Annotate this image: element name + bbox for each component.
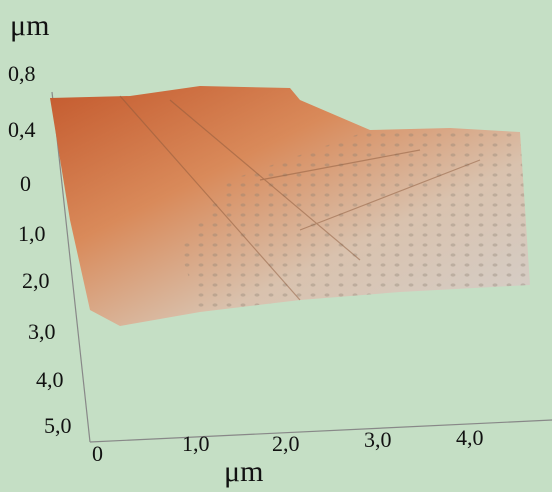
z-tick-label: 0,8 (8, 61, 36, 86)
surface-texture (180, 130, 530, 312)
y-tick-label: 0 (20, 171, 31, 196)
y-tick-label: 3,0 (28, 319, 56, 344)
axis-unit: μm (224, 455, 263, 488)
y-tick-label: 2,0 (22, 268, 50, 293)
y-tick-label: 5,0 (44, 413, 72, 438)
x-tick-label: 1,0 (182, 431, 210, 456)
x-tick-label: 0 (92, 441, 103, 466)
y-tick-label: 1,0 (18, 221, 46, 246)
z-tick-label: 0,4 (8, 117, 36, 142)
axis-unit: μm (10, 9, 49, 42)
y-tick-label: 4,0 (36, 367, 64, 392)
x-tick-label: 3,0 (364, 427, 392, 452)
surface (50, 86, 530, 326)
surface-ridge (119, 95, 481, 301)
x-tick-label: 4,0 (456, 425, 484, 450)
axis-line (89, 419, 552, 443)
x-tick-label: 2,0 (272, 431, 300, 456)
axis-line (51, 91, 91, 443)
